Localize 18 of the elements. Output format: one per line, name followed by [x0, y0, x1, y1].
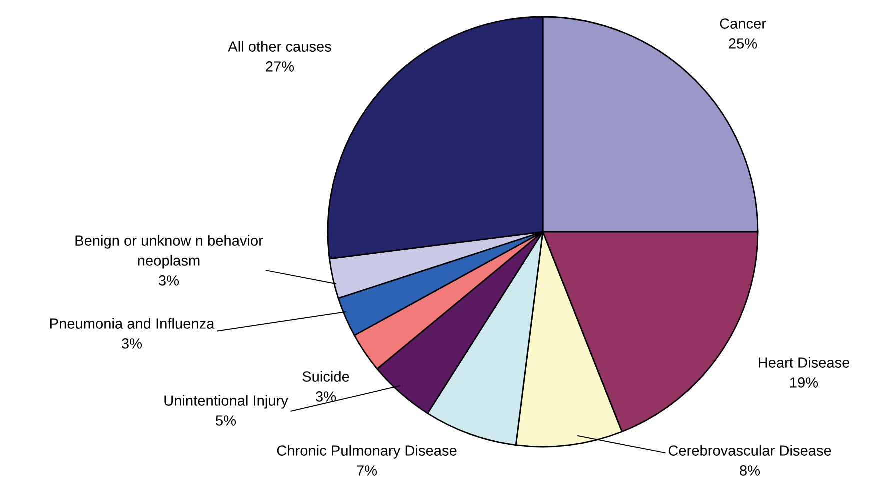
slice-label: Pneumonia and Influenza — [50, 318, 215, 329]
data-label: 3% — [316, 392, 336, 402]
data-label: 5% — [216, 416, 236, 426]
slice-label: Benign or unknow n behavior neoplasm — [76, 235, 264, 269]
slice-label: Chronic Pulmonary Disease — [277, 445, 457, 459]
slice-label: Heart Disease — [759, 357, 850, 368]
data-label: 3% — [159, 276, 180, 286]
slice-label: All other causes — [228, 41, 332, 52]
data-label: 3% — [122, 338, 142, 349]
data-label: 27% — [266, 62, 294, 72]
data-label: 19% — [790, 378, 818, 388]
data-label: 8% — [740, 466, 760, 476]
data-label: 7% — [357, 466, 378, 476]
slice-label: Suicide — [302, 371, 350, 382]
slice-label: Unintentional Injury — [164, 395, 288, 409]
data-label: 25% — [729, 38, 758, 49]
slice-label: Cancer — [720, 18, 766, 29]
slice-label: Cerebrovascular Disease — [668, 445, 832, 456]
